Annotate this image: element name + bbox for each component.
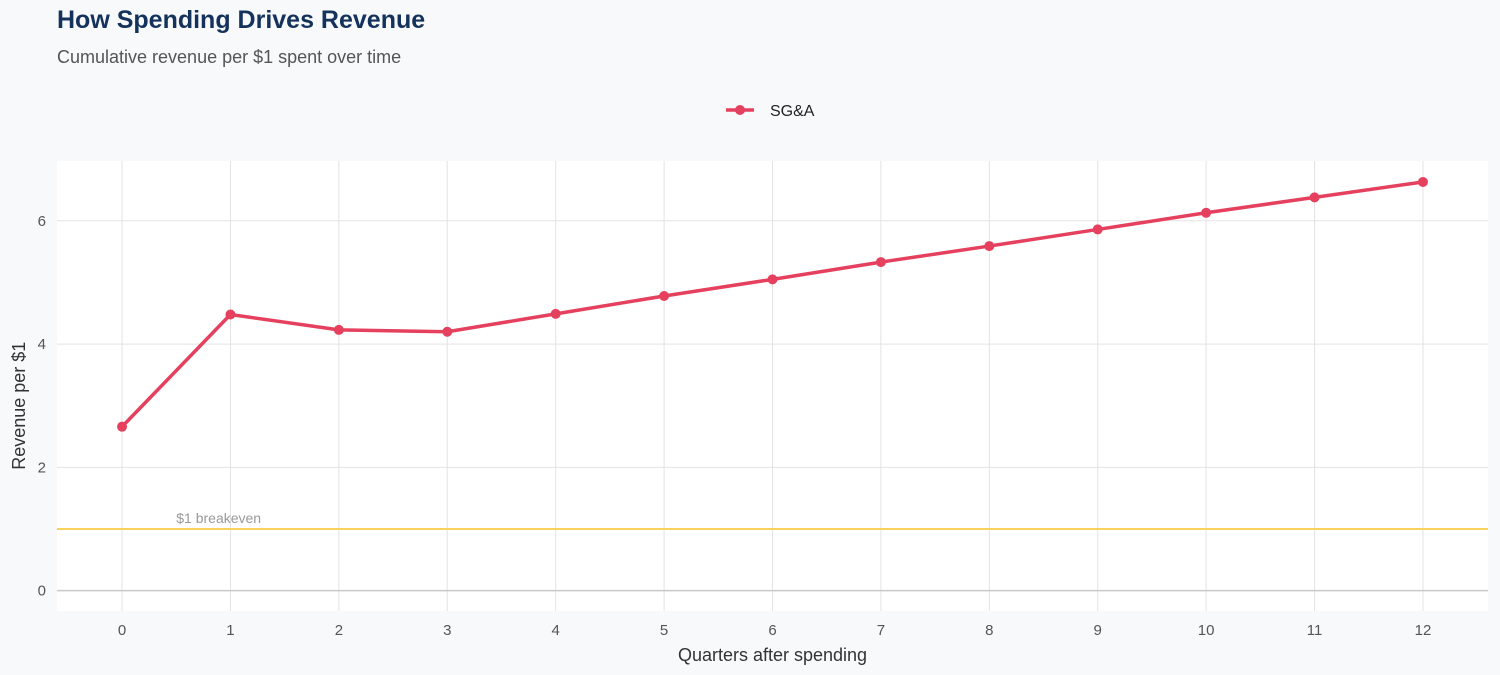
y-tick-label: 4 (38, 336, 46, 353)
chart-subtitle: Cumulative revenue per $1 spent over tim… (57, 47, 402, 67)
data-point (984, 241, 995, 252)
breakeven-label: $1 breakeven (176, 510, 261, 526)
y-tick-label: 2 (38, 459, 46, 476)
data-point (1417, 176, 1428, 187)
x-tick-label: 8 (985, 622, 993, 639)
data-point (442, 326, 453, 337)
x-tick-label: 7 (877, 622, 885, 639)
x-tick-label: 10 (1198, 622, 1215, 639)
x-axis-label: Quarters after spending (678, 645, 867, 665)
data-point (225, 309, 236, 320)
x-tick-label: 4 (552, 622, 560, 639)
x-tick-label: 11 (1307, 622, 1323, 639)
y-tick-label: 6 (38, 213, 46, 230)
data-point (333, 324, 344, 335)
data-point (875, 257, 886, 268)
data-point (550, 308, 561, 319)
data-point (1309, 192, 1320, 203)
x-tick-label: 1 (226, 622, 234, 639)
y-tick-label: 0 (38, 583, 46, 600)
legend-marker (735, 105, 745, 115)
x-tick-label: 0 (118, 622, 126, 639)
x-tick-label: 12 (1415, 622, 1432, 639)
x-tick-label: 9 (1094, 622, 1102, 639)
x-tick-label: 3 (443, 622, 451, 639)
legend-label: SG&A (770, 103, 815, 120)
data-point (659, 291, 670, 301)
y-axis-label: Revenue per $1 (9, 342, 29, 470)
data-point (767, 274, 778, 285)
data-point (1201, 207, 1212, 218)
data-point (117, 421, 128, 432)
x-tick-label: 6 (768, 622, 776, 639)
data-point (1092, 224, 1103, 235)
chart-title: How Spending Drives Revenue (57, 6, 426, 34)
x-tick-label: 5 (660, 622, 668, 639)
x-tick-label: 2 (335, 622, 343, 639)
